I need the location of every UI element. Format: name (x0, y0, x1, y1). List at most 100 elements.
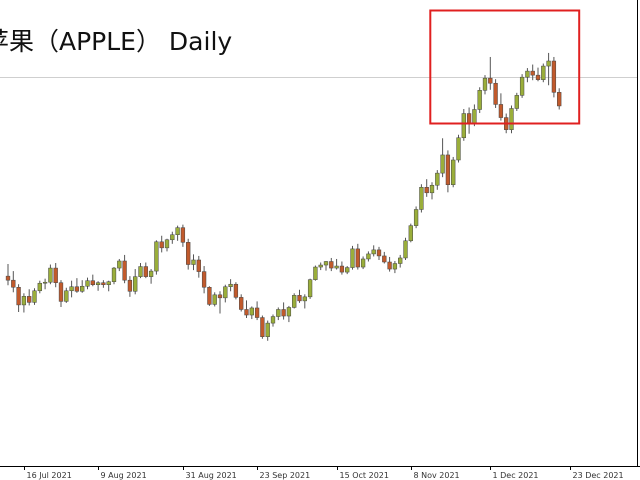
candle-body-up (133, 276, 138, 292)
x-tick-label: 9 Aug 2021 (101, 471, 147, 480)
candle (133, 269, 138, 295)
candle (307, 278, 313, 299)
candle (233, 282, 239, 300)
candle (525, 68, 530, 83)
candle-body-down (180, 227, 186, 243)
candle-body-up (21, 296, 27, 306)
candle (53, 263, 58, 288)
candle-body-up (154, 241, 159, 272)
candle (334, 258, 339, 270)
candle (392, 260, 398, 274)
candle (535, 67, 541, 82)
x-tick-label: 8 Nov 2021 (414, 471, 460, 480)
x-tick-label: 31 Aug 2021 (186, 471, 237, 480)
candle (350, 245, 355, 270)
candle-body-down (551, 60, 557, 93)
candle (382, 251, 387, 264)
candle-body-up (223, 286, 228, 299)
candle-body-up (435, 172, 440, 186)
candle (254, 301, 260, 321)
candle-body-up (408, 225, 413, 242)
candle-body-down (329, 261, 334, 269)
candle (456, 134, 461, 163)
candle-body-up (419, 187, 424, 210)
candle-body-up (313, 266, 318, 280)
candle (186, 238, 191, 270)
candle-body-up (80, 285, 85, 292)
candle-body-up (212, 294, 217, 305)
highlight-box (429, 9, 581, 125)
candle (228, 279, 233, 292)
candle-body-up (95, 282, 101, 285)
candle-body-up (546, 60, 551, 67)
candle-body-up (270, 316, 276, 324)
candle (297, 289, 302, 303)
candle (196, 255, 201, 278)
candle-body-down (74, 286, 80, 292)
candle (429, 182, 435, 200)
candle-body-down (11, 279, 16, 288)
candle-body-up (403, 240, 408, 259)
candle-body-up (472, 109, 477, 124)
candle-body-down (297, 295, 302, 302)
candle-body-down (58, 282, 64, 302)
candle (302, 294, 307, 309)
candle (244, 300, 249, 319)
candle (435, 170, 440, 190)
candle-body-up (37, 282, 42, 292)
candle (5, 264, 11, 286)
candle (90, 274, 95, 287)
candle-body-up (69, 286, 74, 292)
candle-body-up (292, 295, 297, 308)
candle (101, 280, 106, 288)
candle (376, 246, 382, 260)
candle-body-down (445, 154, 451, 185)
candle (493, 79, 498, 108)
candle-body-up (461, 113, 466, 139)
candle-body-up (148, 270, 154, 277)
candle-body-up (265, 322, 270, 337)
candle-body-up (334, 265, 339, 269)
candle (265, 320, 270, 341)
candle (329, 257, 334, 272)
candle (403, 237, 408, 260)
candle (387, 256, 392, 272)
candle-body-down (254, 307, 260, 318)
candle (371, 245, 376, 257)
candle (69, 280, 74, 298)
candle (16, 284, 21, 312)
candle (551, 56, 557, 98)
candle-body-up (345, 267, 350, 273)
candle-body-down (217, 294, 223, 299)
candle-body-down (466, 113, 472, 124)
candle-body-up (451, 159, 456, 185)
candle (413, 206, 419, 229)
candle (323, 260, 329, 271)
candle (122, 254, 127, 284)
candle-body-down (239, 297, 244, 310)
candle (111, 267, 117, 285)
candle (170, 231, 175, 244)
candle (419, 184, 424, 213)
candle (21, 293, 27, 313)
candle (138, 263, 143, 279)
candle-body-down (53, 267, 58, 283)
candle-body-down (90, 280, 95, 285)
candle (477, 87, 482, 114)
candle-body-up (42, 281, 48, 284)
candle-body-up (276, 309, 281, 317)
candle-body-up (366, 253, 371, 260)
candle-body-down (5, 275, 11, 281)
candle (355, 243, 360, 270)
candle-body-down (196, 259, 201, 272)
candle-body-down (127, 279, 133, 292)
candle (48, 264, 53, 285)
candle-body-down (355, 248, 360, 268)
candle (519, 74, 525, 98)
candle (339, 261, 345, 275)
candle-body-down (382, 255, 387, 263)
candle-body-up (541, 65, 546, 80)
candle (201, 266, 207, 294)
